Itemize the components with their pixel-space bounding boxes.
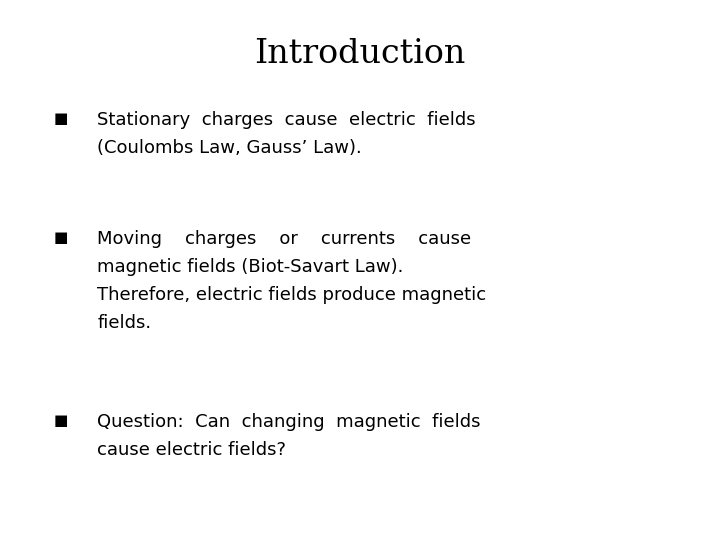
- Text: ■: ■: [54, 111, 68, 126]
- Text: Introduction: Introduction: [254, 38, 466, 70]
- Text: fields.: fields.: [97, 314, 151, 332]
- Text: Moving    charges    or    currents    cause: Moving charges or currents cause: [97, 230, 472, 247]
- Text: magnetic fields (Biot-Savart Law).: magnetic fields (Biot-Savart Law).: [97, 258, 404, 275]
- Text: ■: ■: [54, 230, 68, 245]
- Text: cause electric fields?: cause electric fields?: [97, 441, 287, 459]
- Text: (Coulombs Law, Gauss’ Law).: (Coulombs Law, Gauss’ Law).: [97, 139, 362, 157]
- Text: Question:  Can  changing  magnetic  fields: Question: Can changing magnetic fields: [97, 413, 481, 431]
- Text: ■: ■: [54, 413, 68, 428]
- Text: Therefore, electric fields produce magnetic: Therefore, electric fields produce magne…: [97, 286, 486, 303]
- Text: Stationary  charges  cause  electric  fields: Stationary charges cause electric fields: [97, 111, 476, 129]
